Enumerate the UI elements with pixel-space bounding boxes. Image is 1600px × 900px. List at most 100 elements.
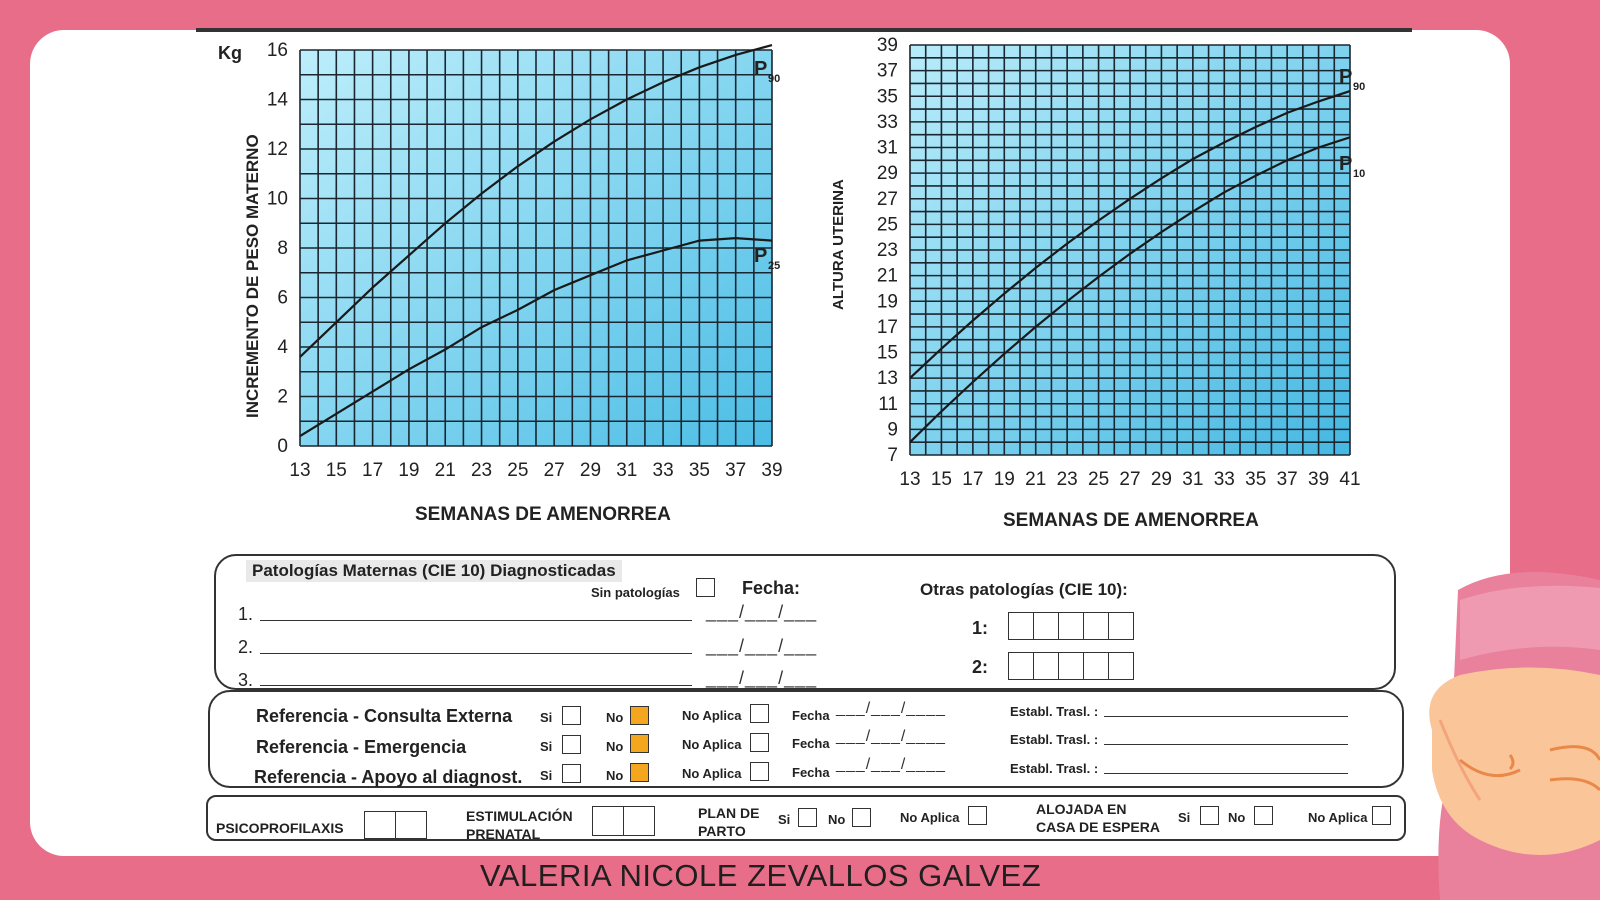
uterine-chart-x-ticks: 13 15 17 19 21 23 25 27 29 31 33 35 37 39 41 [899, 469, 1360, 490]
top-rule [196, 28, 1412, 32]
x-tick-label: 13 [899, 469, 920, 490]
alojada-si-label: Si [1178, 810, 1191, 825]
svg-text:P: P [754, 245, 767, 267]
ref-consulta-date[interactable]: ___/___/____ [836, 700, 946, 717]
weight-chart-x-ticks: 13 15 17 19 21 23 25 27 29 31 33 35 37 39 [289, 460, 782, 481]
psicoprofilaxis-box-2[interactable] [395, 811, 427, 839]
estimulacion-box-1[interactable] [592, 806, 624, 836]
ref-consulta-noaplica-label: No Aplica [682, 708, 742, 723]
patologia-row-2-num: 2. [238, 637, 254, 657]
plan-parto-label-1: PLAN DE [698, 805, 760, 821]
plan-parto-no-label: No [828, 812, 846, 827]
ref-emergencia-si-label: Si [540, 739, 553, 754]
y-tick-label: 23 [877, 240, 898, 261]
ref-consulta-si-checkbox[interactable] [562, 706, 581, 725]
ref-emergencia-si-checkbox[interactable] [562, 735, 581, 754]
uterine-chart-y-label: ALTURA UTERINA [830, 179, 847, 310]
estimulacion-label-1: ESTIMULACIÓN [466, 808, 573, 824]
x-tick-label: 17 [362, 460, 383, 481]
ref-emergencia-date[interactable]: ___/___/____ [836, 728, 946, 745]
uterine-chart-curves [909, 90, 1351, 443]
ref-apoyo-date[interactable]: ___/___/____ [836, 756, 946, 773]
x-tick-label: 15 [326, 460, 347, 481]
weight-chart-unit: Kg [218, 43, 242, 63]
y-tick-label: 15 [877, 343, 898, 364]
ref-consulta-label: Referencia - Consulta Externa [256, 706, 513, 726]
ref-apoyo-si-label: Si [540, 768, 553, 783]
y-tick-label: 12 [267, 139, 288, 160]
svg-text:90: 90 [768, 73, 780, 85]
estimulacion-box-2[interactable] [623, 806, 655, 836]
x-tick-label: 35 [689, 460, 710, 481]
ref-emergencia-no-checkbox[interactable] [630, 734, 649, 753]
plan-parto-noaplica-checkbox[interactable] [968, 806, 987, 825]
ref-consulta-establ-field[interactable] [1104, 716, 1348, 717]
x-tick-label: 21 [435, 460, 456, 481]
patologia-row-3-field[interactable] [260, 685, 692, 686]
psicoprofilaxis-box-1[interactable] [364, 811, 396, 839]
alojada-no-label: No [1228, 810, 1246, 825]
weight-chart: 0 2 4 6 8 10 12 14 16 13 15 17 19 21 23 25 27 29 31 33 35 37… [218, 40, 783, 525]
plan-parto-no-checkbox[interactable] [852, 808, 871, 827]
uterine-p10-label: P 10 [1339, 153, 1365, 180]
ref-emergencia-noaplica-checkbox[interactable] [750, 733, 769, 752]
y-tick-label: 10 [267, 189, 288, 210]
y-tick-label: 7 [887, 445, 898, 466]
patologia-row-2-date[interactable]: ___/___/___ [706, 636, 818, 656]
x-tick-label: 29 [1151, 469, 1172, 490]
alojada-no-checkbox[interactable] [1254, 806, 1273, 825]
referencias-box [208, 690, 1404, 788]
patologia-row-1-field[interactable] [260, 620, 692, 621]
curve-p90 [299, 44, 773, 358]
y-tick-label: 13 [877, 368, 898, 389]
psicoprofilaxis-label: PSICOPROFILAXIS [216, 820, 344, 836]
ref-consulta-no-checkbox[interactable] [630, 706, 649, 725]
y-tick-label: 25 [877, 214, 898, 235]
plan-parto-si-checkbox[interactable] [798, 808, 817, 827]
svg-text:P: P [1339, 153, 1352, 175]
curve-p25 [299, 236, 773, 438]
curve-p90 [909, 90, 1351, 379]
ref-apoyo-label: Referencia - Apoyo al diagnost. [254, 767, 523, 787]
otras-row-1-code[interactable] [1008, 612, 1134, 640]
y-tick-label: 21 [877, 266, 898, 287]
svg-text:25: 25 [768, 260, 780, 272]
ref-apoyo-no-checkbox[interactable] [630, 763, 649, 782]
ref-apoyo-si-checkbox[interactable] [562, 764, 581, 783]
x-tick-label: 33 [653, 460, 674, 481]
sin-patologias-checkbox[interactable] [696, 578, 715, 597]
ref-emergencia-label: Referencia - Emergencia [256, 737, 467, 757]
ref-apoyo-establ-field[interactable] [1104, 773, 1348, 774]
patologia-row-3-date[interactable]: ___/___/___ [706, 668, 818, 688]
x-tick-label: 21 [1025, 469, 1046, 490]
patologia-row-2-field[interactable] [260, 653, 692, 654]
otras-row-2-code[interactable] [1008, 652, 1134, 680]
y-tick-label: 37 [877, 61, 898, 82]
x-tick-label: 29 [580, 460, 601, 481]
x-tick-label: 37 [725, 460, 746, 481]
ref-emergencia-noaplica-label: No Aplica [682, 737, 742, 752]
x-tick-label: 19 [994, 469, 1015, 490]
author-name: VALERIA NICOLE ZEVALLOS GALVEZ [480, 858, 1042, 893]
y-tick-label: 6 [277, 288, 288, 309]
patologia-row-1-date[interactable]: ___/___/___ [706, 602, 818, 622]
otras-patologias-label: Otras patologías (CIE 10): [920, 580, 1128, 599]
weight-chart-curves [299, 44, 773, 438]
ref-apoyo-noaplica-checkbox[interactable] [750, 762, 769, 781]
alojada-si-checkbox[interactable] [1200, 806, 1219, 825]
ref-emergencia-establ-field[interactable] [1104, 744, 1348, 745]
x-tick-label: 39 [1308, 469, 1329, 490]
alojada-noaplica-checkbox[interactable] [1372, 806, 1391, 825]
ref-consulta-noaplica-checkbox[interactable] [750, 704, 769, 723]
weight-p90-label: P 90 [754, 58, 780, 85]
sin-patologias-label: Sin patologías [591, 585, 680, 600]
curve-p10 [909, 136, 1351, 443]
patologia-row-1-num: 1. [238, 604, 254, 624]
y-tick-label: 17 [877, 317, 898, 338]
ref-consulta-si-label: Si [540, 710, 553, 725]
alojada-noaplica-label: No Aplica [1308, 810, 1368, 825]
uterine-chart-grid [909, 44, 1351, 456]
x-tick-label: 23 [471, 460, 492, 481]
ref-apoyo-fecha-label: Fecha [792, 765, 830, 780]
